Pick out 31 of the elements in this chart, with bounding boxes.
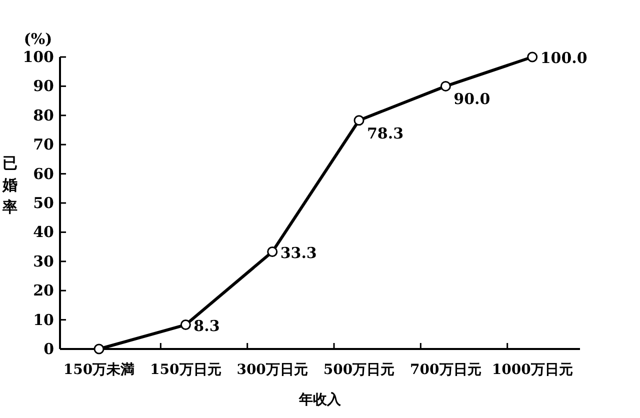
x-tick-label: 1000万日元 (492, 362, 573, 378)
x-tick-label: 150万未満 (63, 362, 135, 378)
text: (%) (24, 30, 52, 48)
x-tick-label: 700万日元 (410, 362, 482, 378)
data-label: 33.3 (280, 244, 317, 262)
y-tick-label: 40 (33, 223, 54, 242)
point (267, 246, 278, 258)
y-tick-label: 10 (33, 310, 54, 329)
data-label: 90.0 (454, 90, 490, 108)
y-tick-label: 70 (33, 136, 54, 154)
y-tick-label: 90 (33, 77, 54, 96)
x-tick-label: 300万日元 (236, 362, 308, 378)
point (354, 115, 364, 126)
point (180, 320, 191, 330)
y-axis-title: 已婚率 (2, 154, 18, 216)
y-tick-label: 0 (44, 340, 54, 358)
point (94, 344, 104, 354)
x-tick-label: 500万日元 (323, 362, 395, 378)
point (527, 52, 538, 62)
y-tick-label: 100 (22, 48, 54, 66)
data-label: 78.3 (367, 124, 404, 142)
x-axis-title: 年收入 (298, 392, 342, 408)
data-label: 8.3 (194, 316, 220, 335)
y-tick-label: 60 (33, 164, 54, 183)
data-label: 100.0 (540, 49, 588, 67)
y-tick-label: 80 (33, 106, 54, 124)
y-tick-label: 50 (33, 194, 54, 212)
y-tick-label: 30 (33, 252, 54, 270)
y-tick-label: 20 (33, 282, 54, 300)
point (440, 80, 451, 92)
x-tick-label: 150万日元 (150, 362, 222, 378)
